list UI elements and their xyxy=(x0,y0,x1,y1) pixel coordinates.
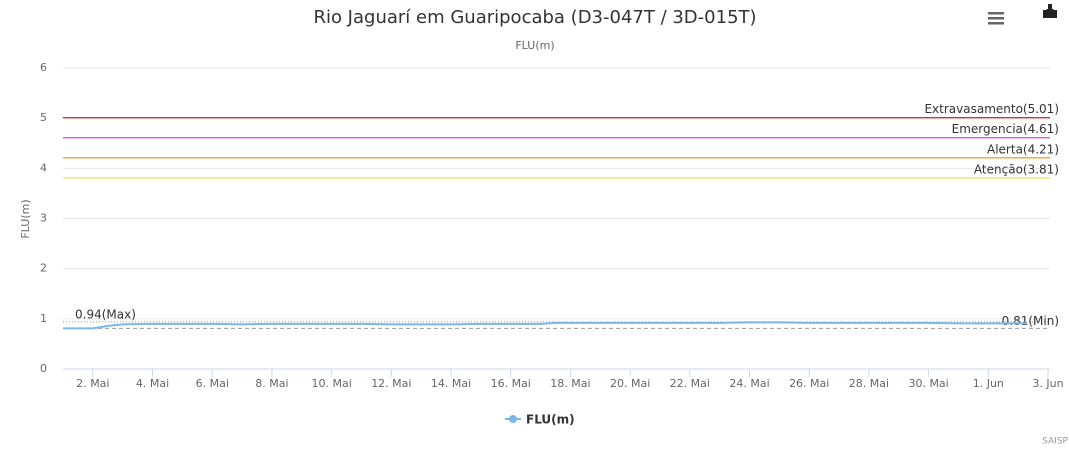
x-tick-label: 1. Jun xyxy=(973,377,1004,390)
y-tick-label: 2 xyxy=(40,262,47,275)
menu-bar xyxy=(988,17,1004,20)
x-tick-label: 14. Mai xyxy=(431,377,471,390)
max-label: 0.94(Max) xyxy=(75,307,136,321)
menu-bar xyxy=(988,22,1004,25)
threshold-label: Atenção(3.81) xyxy=(974,162,1059,176)
x-tick-label: 22. Mai xyxy=(670,377,710,390)
x-tick-label: 24. Mai xyxy=(729,377,769,390)
y-tick-label: 3 xyxy=(40,212,47,225)
x-tick-label: 6. Mai xyxy=(196,377,229,390)
y-tick-label: 1 xyxy=(40,312,47,325)
x-tick-label: 2. Mai xyxy=(76,377,109,390)
x-tick-label: 26. Mai xyxy=(789,377,829,390)
threshold-label: Emergencia(4.61) xyxy=(952,122,1059,136)
x-tick-label: 4. Mai xyxy=(136,377,169,390)
x-tick-label: 20. Mai xyxy=(610,377,650,390)
x-tick-label: 3. Jun xyxy=(1032,377,1063,390)
series-line xyxy=(63,321,1028,330)
x-tick-label: 10. Mai xyxy=(311,377,351,390)
menu-bar xyxy=(988,12,1004,15)
chart-subtitle: FLU(m) xyxy=(515,39,554,52)
threshold-label: Alerta(4.21) xyxy=(987,142,1059,156)
credits: SAISP xyxy=(1042,437,1068,447)
y-tick-label: 6 xyxy=(40,61,47,74)
y-axis-title: FLU(m) xyxy=(19,199,32,238)
x-tick-label: 28. Mai xyxy=(849,377,889,390)
y-tick-label: 4 xyxy=(40,161,47,174)
x-tick-label: 30. Mai xyxy=(908,377,948,390)
download-icon xyxy=(1043,4,1057,18)
menu-button[interactable] xyxy=(986,10,1006,28)
legend-marker xyxy=(509,415,517,423)
y-tick-label: 5 xyxy=(40,111,47,124)
x-tick-label: 12. Mai xyxy=(371,377,411,390)
x-tick-label: 16. Mai xyxy=(491,377,531,390)
chart-title: Rio Jaguarí em Guaripocaba (D3-047T / 3D… xyxy=(313,7,756,28)
x-tick-label: 18. Mai xyxy=(550,377,590,390)
legend-label: FLU(m) xyxy=(526,413,575,427)
min-label: 0.81(Min) xyxy=(1002,314,1059,328)
y-tick-label: 0 xyxy=(40,362,47,375)
x-tick-label: 8. Mai xyxy=(255,377,288,390)
threshold-label: Extravasamento(5.01) xyxy=(924,102,1059,116)
download-button[interactable] xyxy=(1043,4,1057,18)
